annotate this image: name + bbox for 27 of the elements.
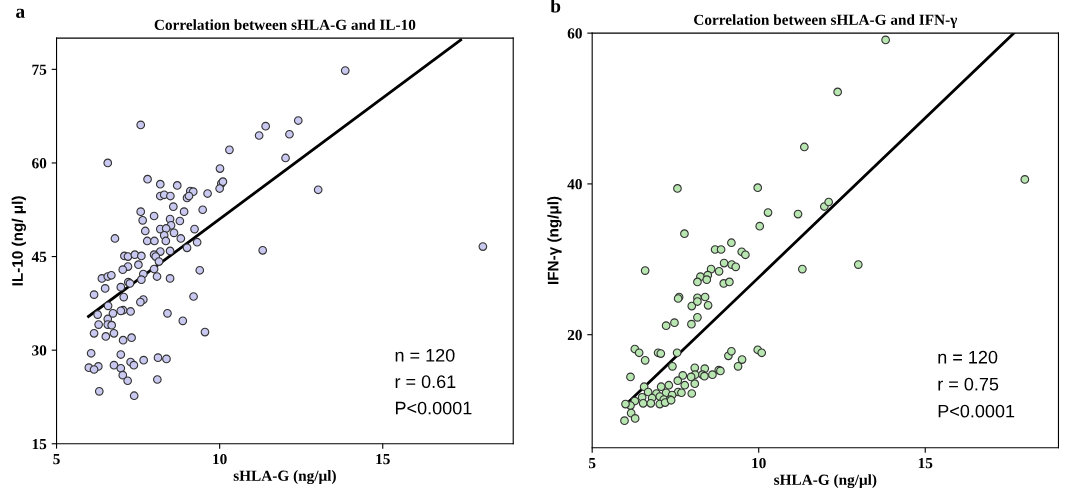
y-tick-label: 45 <box>31 251 47 263</box>
y-tick-label: 75 <box>32 64 47 75</box>
x-axis-title: sHLA-G (ng/μl) <box>774 474 877 489</box>
x-tick-label: 10 <box>752 457 766 469</box>
y-axis-title: IL-10 (ng/ μl) <box>11 196 26 286</box>
annotation: n = 120 <box>395 348 455 362</box>
text: a <box>16 8 25 18</box>
x-tick-label: 15 <box>376 454 390 465</box>
annotation: P<0.0001 <box>395 401 472 415</box>
y-tick-label: 15 <box>32 438 47 450</box>
y-tick-label: 30 <box>32 345 47 356</box>
y-tick-label: 40 <box>567 179 582 190</box>
annotation: n = 120 <box>938 350 998 364</box>
annotation: r = 0.75 <box>938 377 999 391</box>
y-tick-label: 60 <box>567 28 582 39</box>
annotation: P<0.0001 <box>938 404 1015 418</box>
y-axis-title: IFN-γ (ng/μl) <box>547 196 562 284</box>
x-tick-label: 15 <box>918 458 933 469</box>
x-tick-label: 10 <box>213 453 227 465</box>
x-tick-label: 5 <box>53 454 60 465</box>
annotation: r = 0.61 <box>395 375 456 389</box>
chart-title: Correlation between sHLA-G and IL-10 <box>154 19 416 30</box>
y-tick-label: 60 <box>32 158 47 169</box>
y-tick-label: 20 <box>567 329 582 341</box>
x-tick-label: 5 <box>588 458 596 469</box>
chart-title: Correlation between sHLA-G and IFN-γ <box>694 14 958 29</box>
x-axis-title: sHLA-G (ng/μl) <box>233 470 336 485</box>
